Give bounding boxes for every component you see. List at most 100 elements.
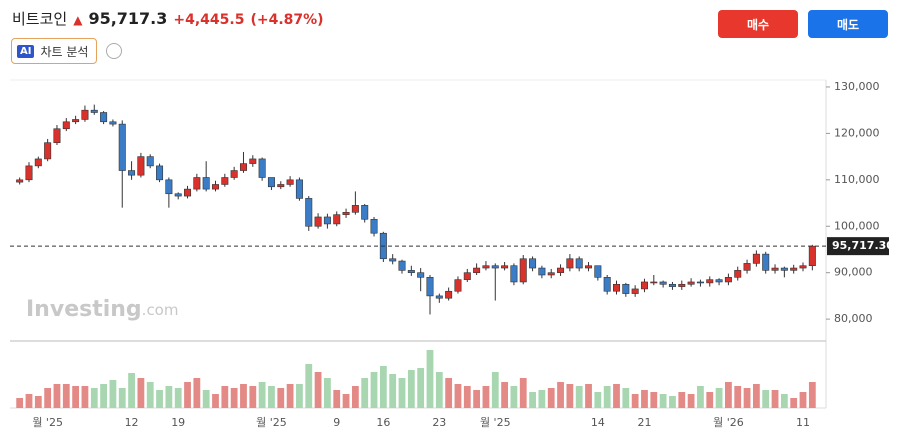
volume-bar: [193, 378, 201, 408]
volume-bar: [351, 386, 359, 408]
volume-bar: [212, 394, 219, 408]
candle-body: [239, 163, 247, 171]
volume-bar: [221, 386, 229, 408]
candle-body: [351, 205, 359, 213]
sell-button[interactable]: 매도: [808, 10, 888, 38]
x-tick-label: 월 '25: [32, 416, 63, 429]
x-tick-label: 월 '26: [713, 416, 744, 429]
x-tick-label: 21: [637, 416, 651, 429]
volume-bar: [398, 378, 406, 408]
volume-bar: [799, 392, 807, 408]
asset-name: 비트코인: [12, 10, 68, 28]
volume-bar: [669, 396, 676, 408]
candle-body: [370, 218, 378, 234]
volume-bar: [34, 396, 42, 408]
x-tick-label: 9: [333, 416, 340, 429]
candle-body: [585, 265, 593, 269]
candle-body: [193, 177, 201, 190]
candle-body: [724, 277, 732, 283]
change: +4,445.5: [173, 12, 245, 28]
last-price-label: 95,717.30: [832, 239, 894, 252]
x-tick-label: 14: [591, 416, 605, 429]
candle-body: [295, 179, 303, 199]
volume-bar: [277, 388, 285, 408]
candle-body: [538, 267, 546, 276]
volume-bar: [594, 392, 602, 408]
volume-bar: [286, 384, 294, 408]
volume-bar: [501, 382, 508, 408]
candle-body: [165, 179, 173, 195]
candle-body: [687, 281, 695, 285]
volume-bar: [370, 372, 378, 408]
volume-bar: [333, 390, 341, 408]
volume-bar: [752, 384, 760, 408]
logo-suffix: .com: [142, 301, 179, 319]
volume-bar: [435, 372, 443, 408]
candle-body: [790, 267, 798, 271]
candle-body: [398, 260, 406, 271]
x-tick-label: 19: [171, 416, 185, 429]
y-tick-label: 100,000: [834, 219, 880, 232]
volume-bar: [613, 384, 620, 408]
header: 비트코인 ▲ 95,717.3 +4,445.5 (+4.87%): [12, 8, 324, 29]
volume-bar: [445, 378, 453, 408]
volume-bar: [529, 392, 536, 408]
candle-body: [696, 281, 704, 284]
info-icon[interactable]: [106, 43, 122, 59]
volume-bar: [426, 350, 434, 408]
volume-bar: [706, 392, 714, 408]
candle-body: [34, 158, 42, 167]
x-tick-label: 23: [432, 416, 446, 429]
candle-body: [603, 277, 611, 292]
candle-body: [72, 119, 80, 123]
candle-body: [510, 265, 518, 283]
price: 95,717.3: [88, 9, 168, 28]
volume-bar: [379, 366, 387, 408]
candle-body: [323, 216, 331, 225]
volume-bar: [100, 384, 107, 408]
ai-button[interactable]: AI 차트 분석: [11, 38, 98, 64]
volume-bar: [473, 390, 481, 408]
y-tick-label: 130,000: [834, 80, 880, 93]
volume-bar: [324, 378, 331, 408]
candle-body: [156, 165, 164, 181]
candle-body: [519, 258, 527, 283]
candle-body: [53, 128, 61, 143]
x-tick-label: 16: [376, 416, 390, 429]
candle-body: [799, 265, 807, 269]
candle-body: [333, 214, 341, 225]
candle-body: [44, 142, 52, 160]
candle-body: [557, 267, 565, 273]
volume-bar: [575, 386, 583, 408]
volume-bar: [622, 388, 630, 408]
volume-bar: [510, 386, 518, 408]
candle-body: [118, 123, 126, 171]
candle-body: [174, 193, 182, 197]
volume-bar: [538, 390, 546, 408]
candle-body: [81, 109, 89, 120]
volume-bar: [240, 384, 247, 408]
y-tick-label: 80,000: [834, 312, 873, 325]
volume-bar: [631, 394, 639, 408]
volume-bar: [678, 392, 686, 408]
candle-body: [361, 205, 369, 220]
volume-bar: [296, 384, 303, 408]
volume-bar: [16, 398, 24, 408]
ai-label: 차트 분석: [40, 44, 89, 59]
candle-body: [221, 177, 229, 185]
candle-body: [202, 177, 210, 190]
volume-bar: [557, 382, 564, 408]
candle-body: [258, 158, 266, 178]
candle-body: [146, 156, 154, 167]
candle-body: [463, 272, 471, 280]
candle-body: [734, 270, 742, 278]
x-tick-label: 11: [796, 416, 810, 429]
volume-bar: [697, 386, 704, 408]
candle-body: [612, 283, 620, 292]
candle-body: [305, 198, 313, 227]
buy-button[interactable]: 매수: [718, 10, 798, 38]
volume-bar: [743, 388, 751, 408]
volume-bar: [650, 392, 658, 408]
candle-body: [501, 265, 509, 269]
